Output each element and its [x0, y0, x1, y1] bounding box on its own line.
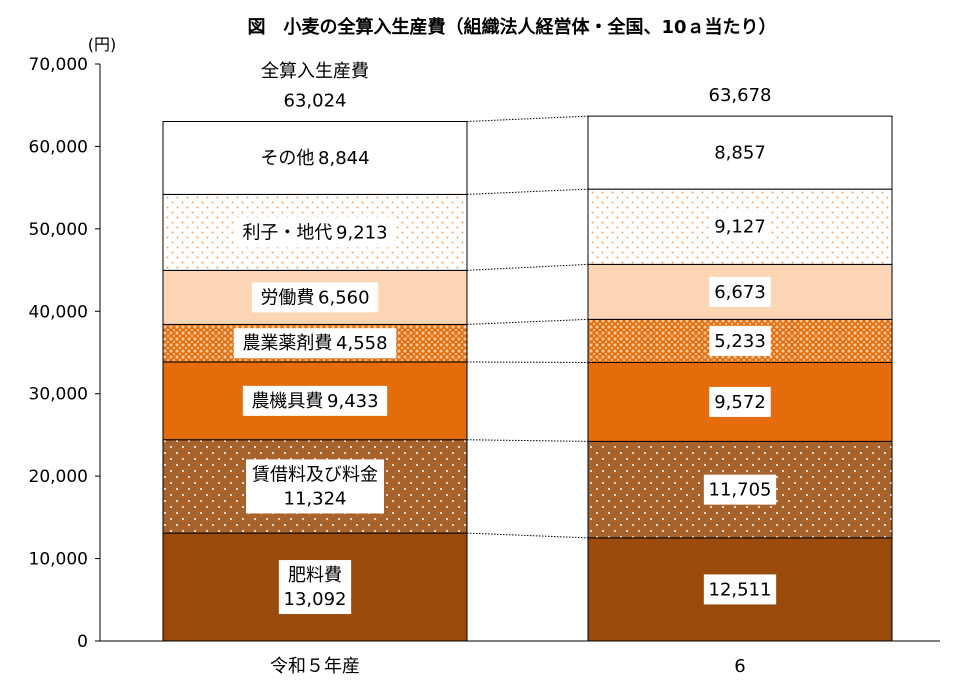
- y-tick-label: 50,000: [29, 220, 88, 240]
- data-label: 12,511: [709, 579, 772, 600]
- data-label-box: [709, 211, 771, 242]
- data-label: 農業薬剤費 4,558: [242, 333, 387, 354]
- y-tick-label: 0: [77, 632, 88, 652]
- data-label-box: [233, 328, 397, 359]
- data-label-box: [709, 137, 771, 168]
- connector-line: [466, 361, 589, 363]
- data-label: 農機具費 9,433: [251, 391, 378, 412]
- data-label-box: [251, 282, 379, 313]
- data-label-box: [709, 386, 771, 417]
- data-label: 6,673: [714, 282, 766, 303]
- total-value-label: 63,024: [284, 91, 347, 112]
- data-label-box: [709, 325, 771, 356]
- connector-line: [466, 532, 589, 539]
- bar-segments: [162, 115, 893, 642]
- data-label: 5,233: [714, 331, 766, 352]
- connector-lines: [466, 115, 589, 539]
- y-tick-label: 20,000: [29, 467, 88, 487]
- data-label: 11,705: [709, 480, 772, 501]
- y-tick-label: 30,000: [29, 385, 88, 405]
- x-category-label: 令和５年産: [270, 656, 360, 677]
- data-label: 労働費 6,560: [260, 287, 369, 308]
- connector-line: [466, 439, 589, 442]
- y-tick-label: 60,000: [29, 137, 88, 157]
- y-tick-label: 40,000: [29, 302, 88, 322]
- connector-line: [466, 115, 589, 123]
- total-value-label: 63,678: [709, 85, 772, 106]
- data-label: 9,127: [714, 217, 766, 238]
- data-label-box: [246, 459, 384, 514]
- data-label-box: [242, 385, 388, 416]
- data-label: 8,857: [714, 143, 766, 164]
- data-label: 賃借料及び料金: [252, 464, 378, 485]
- segment-labels: 肥料費 13,092 賃借料及び料金 11,324 農機具費 9,433 農業薬剤費 4,…: [233, 61, 777, 615]
- data-label: 13,092: [284, 589, 347, 610]
- data-label: 利子・地代 9,213: [242, 222, 387, 243]
- data-label-box: [709, 276, 771, 307]
- data-label: その他 8,844: [260, 148, 369, 169]
- connector-line: [466, 188, 589, 195]
- total-caption: 全算入生産費: [261, 61, 369, 82]
- chart-title: 図 小麦の全算入生産費（組織法人経営体・全国、10ａ当たり）: [247, 16, 776, 38]
- y-axis-unit-label: (円): [88, 35, 117, 54]
- x-category-label: 6: [734, 656, 745, 677]
- connector-line: [466, 263, 589, 271]
- data-label-box: [278, 560, 352, 615]
- data-label-box: [233, 217, 397, 248]
- y-tick-label: 70,000: [29, 55, 88, 75]
- data-label-box: [251, 142, 379, 173]
- y-tick-label: 10,000: [29, 550, 88, 570]
- data-label: 肥料費: [288, 565, 342, 586]
- data-label-box: [703, 574, 777, 605]
- connector-line: [466, 318, 589, 325]
- data-label-box: [703, 474, 777, 505]
- data-label: 9,572: [714, 392, 766, 413]
- data-label: 11,324: [284, 488, 347, 509]
- y-axis: 0 10,000 20,000 30,000 40,000 50,000 60,000 70,…: [29, 55, 940, 677]
